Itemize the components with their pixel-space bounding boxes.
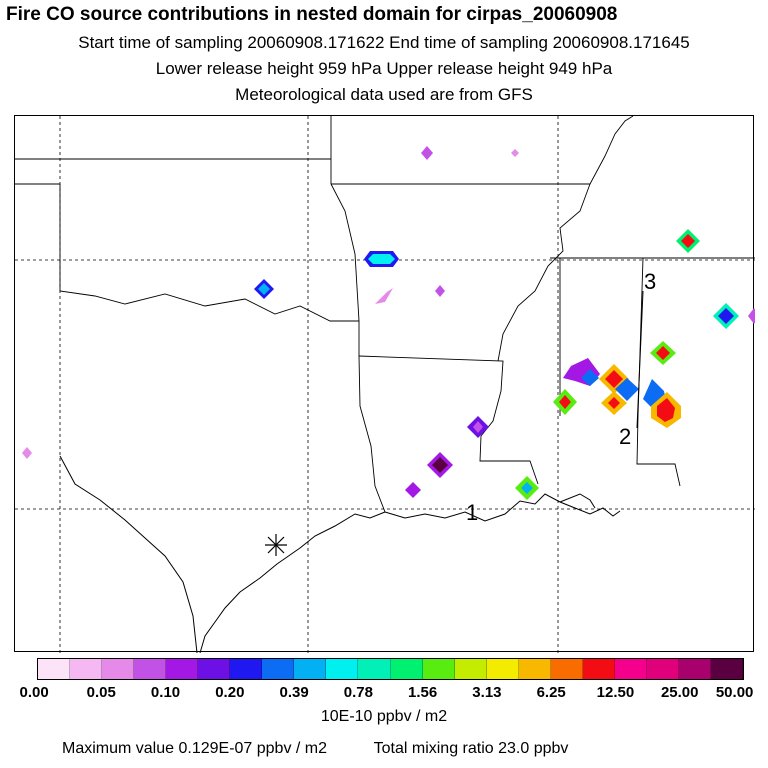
colorbar [37,658,744,680]
colorbar-segment [166,659,199,679]
colorbar-segment [102,659,135,679]
state-boundaries [15,115,755,513]
colorbar-segment [38,659,71,679]
colorbar-segment [390,659,423,679]
colorbar-segment [422,659,455,679]
point-label-1: 1 [466,500,478,525]
colorbar-segment [614,659,647,679]
colorbar-segment [550,659,583,679]
colorbar-segment [518,659,551,679]
colorbar-segment [678,659,711,679]
colorbar-tick-label: 0.05 [86,684,116,701]
fire-co-spots [22,146,760,500]
summary-line: Maximum value 0.129E-07 ppbv / m2 Total … [62,740,568,758]
colorbar-tick-label: 1.56 [408,684,438,701]
met-data-source: Meteorological data used are from GFS [235,85,533,104]
colorbar-segment [646,659,679,679]
map-title: Fire CO source contributions in nested d… [6,4,618,25]
release-heights: Lower release height 959 hPa Upper relea… [155,59,613,78]
colorbar-tick-label: 0.10 [150,684,181,701]
point-label-2: 2 [619,424,631,449]
map-panel: 1 2 3 [14,115,760,654]
colorbar-segment [198,659,231,679]
colorbar-segment [262,659,295,679]
colorbar-segment [454,659,487,679]
point-label-3: 3 [644,269,656,294]
colorbar-tick-label: 0.39 [279,684,309,701]
colorbar-segment [70,659,103,679]
colorbar-tick-label: 0.00 [19,684,49,701]
sampling-times: Start time of sampling 20060908.171622 E… [78,33,690,52]
colorbar-tick-label: 50.00 [715,684,754,701]
colorbar-segment [710,659,744,679]
map-canvas: 1 2 3 [15,115,760,654]
colorbar-segment [134,659,167,679]
colorbar-tick-label: 6.25 [536,684,566,701]
colorbar-segment [358,659,391,679]
total-mixing-ratio: Total mixing ratio 23.0 ppbv [373,740,569,757]
asterisk-marker-icon [265,534,287,556]
colorbar-tick-label: 0.78 [343,684,373,701]
colorbar-segment [230,659,263,679]
maximum-value: Maximum value 0.129E-07 ppbv / m2 [62,740,328,757]
gulf-coastline [59,455,621,654]
colorbar-segment [294,659,327,679]
colorbar-units: 10E-10 ppbv / m2 [320,708,448,725]
colorbar-segment [486,659,519,679]
colorbar-tick-label: 0.20 [215,684,245,701]
colorbar-segment [326,659,359,679]
graticule [15,116,755,653]
colorbar-tick-label: 25.00 [660,684,699,701]
colorbar-tick-label: 12.50 [596,684,635,701]
colorbar-segment [582,659,615,679]
flight-track [636,290,644,429]
colorbar-tick-label: 3.13 [472,684,502,701]
